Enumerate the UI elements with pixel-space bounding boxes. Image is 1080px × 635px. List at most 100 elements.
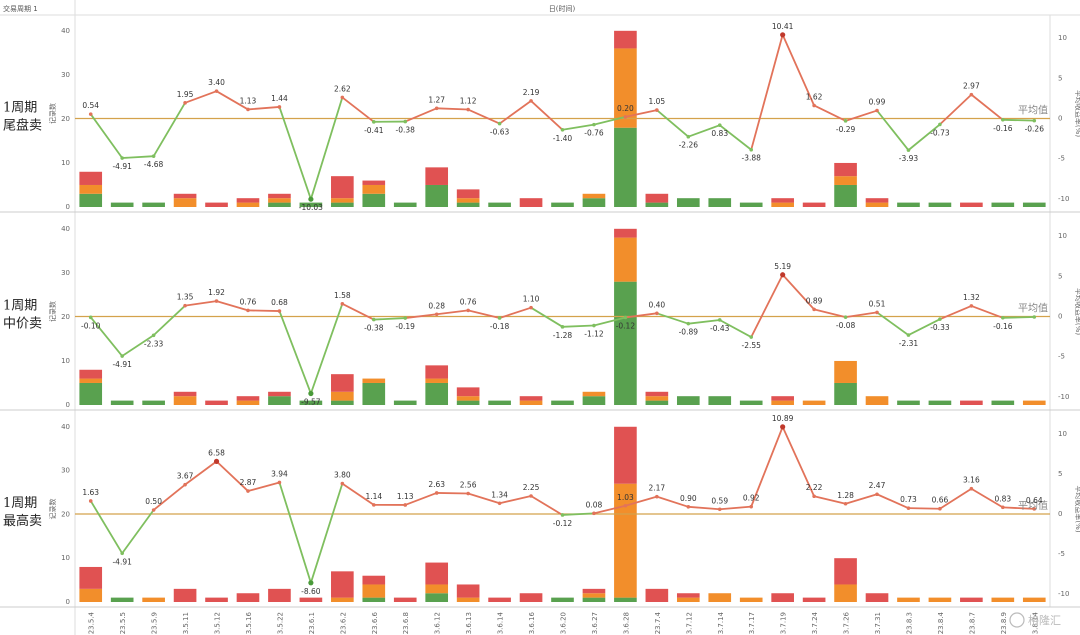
return-value-label: 1.14 (365, 492, 382, 501)
bar-green (928, 400, 952, 405)
y-left-tick-label: 20 (61, 313, 70, 321)
bar-green (268, 396, 291, 405)
y-left-tick-label: 40 (61, 225, 70, 233)
x-tick-label: 23.8.9 (1000, 612, 1008, 634)
return-line-segment (970, 93, 1004, 121)
return-line-segment (309, 96, 344, 201)
return-line-segment (435, 107, 470, 111)
return-line-segment (781, 425, 816, 498)
bar-red (236, 396, 260, 401)
return-line-segment (813, 495, 847, 505)
bar-orange (173, 198, 197, 207)
x-tick-label: 23.5.22 (276, 612, 284, 635)
x-tick-label: 23.5.4 (88, 611, 96, 634)
bar-orange (519, 400, 543, 405)
return-line-segment (247, 309, 281, 312)
watermark: 格隆汇 (1009, 612, 1061, 628)
bar-red (268, 391, 291, 397)
bar-green (142, 400, 165, 405)
bar-green (1022, 202, 1046, 207)
return-point (938, 506, 942, 511)
watermark-logo-icon (1009, 612, 1025, 628)
return-point (749, 504, 754, 509)
bar-red (173, 391, 197, 397)
x-tick-label: 23.5.12 (214, 612, 222, 635)
bar-red (425, 167, 449, 185)
return-value-label: -9.57 (301, 397, 321, 406)
x-tick-label: 23.5.5 (119, 612, 127, 634)
bar-red (456, 584, 480, 598)
x-tick-label: 23.8.4 (937, 611, 945, 634)
return-value-label: -2.26 (679, 141, 699, 150)
y-right-tick-label: 10 (1058, 430, 1067, 438)
bar-green (456, 400, 480, 405)
return-line-segment (278, 106, 312, 201)
bar-orange (331, 198, 354, 203)
bar-green (991, 400, 1015, 405)
y-left-axis-title: 记录数 (48, 499, 57, 520)
y-right-tick-label: -10 (1058, 195, 1069, 203)
return-line-segment (593, 316, 627, 327)
y-left-tick-label: 0 (66, 598, 70, 606)
return-point (1032, 118, 1037, 123)
x-tick-label: 23.7.26 (843, 611, 851, 635)
return-point (623, 115, 628, 119)
y-right-tick-label: 0 (1058, 510, 1062, 518)
return-point (1032, 315, 1037, 319)
y-right-tick-label: -5 (1058, 353, 1065, 361)
return-value-label: 1.92 (208, 288, 225, 297)
return-line-segment (341, 96, 375, 123)
y-left-axis-title: 记录数 (48, 301, 57, 322)
return-point (906, 506, 911, 510)
bar-red (645, 391, 669, 397)
bar-orange (236, 400, 260, 405)
bar-green (708, 198, 732, 207)
return-point (592, 511, 596, 516)
bar-green (299, 202, 323, 207)
bar-red (79, 566, 103, 589)
bar-green (928, 202, 952, 207)
return-point (655, 311, 659, 316)
return-point (340, 481, 345, 486)
return-value-label: 3.40 (208, 78, 225, 87)
return-value-label: -8.60 (301, 587, 321, 596)
bar-red (865, 593, 889, 602)
bar-orange (676, 597, 700, 602)
bar-red (331, 571, 354, 598)
panel-row-label: 1周期 (3, 299, 37, 314)
x-tick-label: 23.7.19 (780, 612, 788, 635)
bar-green (614, 281, 637, 405)
bar-orange (173, 396, 197, 405)
return-line-segment (498, 306, 532, 319)
bar-orange (739, 597, 763, 602)
bar-red (645, 588, 669, 602)
return-point (780, 32, 786, 38)
bar-orange (645, 396, 669, 401)
return-value-label: -2.33 (144, 339, 164, 348)
bar-green (110, 597, 134, 602)
return-line-segment (372, 317, 407, 321)
return-point (592, 323, 596, 328)
x-tick-label: 23.6.27 (591, 612, 599, 635)
return-line-segment (750, 33, 784, 151)
return-point (183, 482, 187, 487)
bar-green (362, 193, 386, 207)
bar-green (393, 202, 417, 207)
return-value-label: 0.90 (680, 494, 697, 503)
return-line-segment (341, 302, 375, 321)
return-point (183, 303, 187, 308)
return-value-label: -0.33 (930, 323, 950, 332)
return-line-segment (309, 482, 344, 584)
y-left-tick-label: 0 (66, 401, 70, 409)
bar-green (897, 400, 920, 405)
y-right-tick-label: 5 (1058, 272, 1062, 280)
y-left-tick-label: 20 (61, 115, 70, 123)
return-value-label: 2.25 (523, 483, 540, 492)
bar-orange (614, 48, 637, 128)
bar-orange (331, 597, 354, 602)
bar-green (79, 193, 103, 207)
return-line-segment (247, 481, 281, 492)
x-tick-label: 23.5.9 (151, 612, 159, 634)
bar-green (488, 202, 511, 207)
bar-red (205, 400, 228, 405)
